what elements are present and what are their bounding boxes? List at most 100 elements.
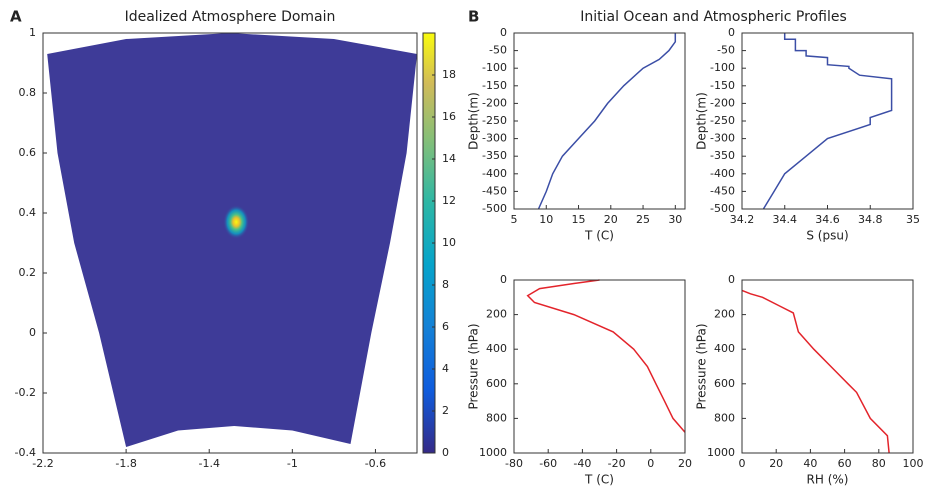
x-tick-label: -1 bbox=[287, 457, 298, 470]
x-tick-label: -40 bbox=[573, 457, 591, 470]
y-tick-label: 0 bbox=[728, 26, 735, 39]
y-tick-label: -500 bbox=[710, 202, 735, 215]
y-tick-label: -100 bbox=[482, 61, 507, 74]
y-tick-label: 600 bbox=[486, 377, 507, 390]
x-axis-label: T (C) bbox=[584, 229, 614, 243]
y-tick-label: 1000 bbox=[707, 446, 735, 459]
y-axis-label: Pressure (hPa) bbox=[695, 323, 709, 409]
colorbar-tick-label: 8 bbox=[442, 278, 449, 291]
axes-frame bbox=[513, 279, 686, 454]
x-tick-label: 30 bbox=[668, 213, 682, 226]
y-tick-label: -150 bbox=[710, 79, 735, 92]
x-tick-label: -2.2 bbox=[32, 457, 53, 470]
x-tick-label: 15 bbox=[572, 213, 586, 226]
y-tick-label: 1000 bbox=[479, 446, 507, 459]
y-tick-label: 0.6 bbox=[19, 146, 37, 159]
y-axis-label: Depth(m) bbox=[695, 92, 709, 150]
y-tick-label: 0 bbox=[500, 273, 507, 286]
x-tick-label: 60 bbox=[838, 457, 852, 470]
x-tick-label: -1.8 bbox=[115, 457, 136, 470]
y-tick-label: 0 bbox=[728, 273, 735, 286]
y-tick-label: -0.2 bbox=[15, 386, 36, 399]
colorbar-tick-label: 6 bbox=[442, 320, 449, 333]
y-tick-label: -300 bbox=[710, 132, 735, 145]
x-tick-label: 100 bbox=[903, 457, 924, 470]
axes-frame bbox=[741, 279, 914, 454]
x-tick-label: 20 bbox=[678, 457, 692, 470]
colorbar-tick-label: 16 bbox=[442, 110, 456, 123]
chart-title: Idealized Atmosphere Domain bbox=[125, 9, 336, 25]
x-axis-label: RH (%) bbox=[807, 473, 849, 487]
y-tick-label: 0 bbox=[29, 326, 36, 339]
x-tick-label: 20 bbox=[769, 457, 783, 470]
panel-label: B bbox=[468, 8, 479, 26]
x-tick-label: -20 bbox=[608, 457, 626, 470]
y-tick-label: -200 bbox=[482, 96, 507, 109]
x-tick-label: 0 bbox=[739, 457, 746, 470]
x-tick-label: 10 bbox=[539, 213, 553, 226]
colorbar-tick-label: 0 bbox=[442, 446, 449, 459]
y-tick-label: 400 bbox=[714, 342, 735, 355]
y-tick-label: 400 bbox=[486, 342, 507, 355]
x-tick-label: 34.8 bbox=[858, 213, 883, 226]
y-tick-label: -300 bbox=[482, 132, 507, 145]
x-tick-label: 34.4 bbox=[773, 213, 798, 226]
y-tick-label: -400 bbox=[482, 167, 507, 180]
y-tick-label: -350 bbox=[710, 149, 735, 162]
colorbar-tick-label: 18 bbox=[442, 68, 456, 81]
y-tick-label: 200 bbox=[714, 308, 735, 321]
x-axis-label: T (C) bbox=[584, 473, 614, 487]
x-tick-label: 34.6 bbox=[815, 213, 840, 226]
axes-frame bbox=[42, 32, 418, 454]
y-tick-label: 600 bbox=[714, 377, 735, 390]
y-tick-label: -350 bbox=[482, 149, 507, 162]
x-tick-label: 40 bbox=[803, 457, 817, 470]
x-tick-label: -80 bbox=[505, 457, 523, 470]
y-tick-label: 0 bbox=[500, 26, 507, 39]
x-axis-label: S (psu) bbox=[806, 229, 848, 243]
y-tick-label: -250 bbox=[482, 114, 507, 127]
x-tick-label: -0.6 bbox=[365, 457, 386, 470]
colorbar-tick-label: 10 bbox=[442, 236, 456, 249]
chart-title: Initial Ocean and Atmospheric Profiles bbox=[580, 9, 847, 25]
y-tick-label: -450 bbox=[482, 184, 507, 197]
y-tick-label: -250 bbox=[710, 114, 735, 127]
domain bbox=[47, 33, 417, 447]
y-tick-label: -200 bbox=[710, 96, 735, 109]
y-tick-label: 0.8 bbox=[19, 86, 37, 99]
y-tick-label: -150 bbox=[482, 79, 507, 92]
x-tick-label: 80 bbox=[872, 457, 886, 470]
x-tick-label: 20 bbox=[604, 213, 618, 226]
profile-line bbox=[762, 33, 893, 210]
profile-line bbox=[526, 279, 686, 433]
x-tick-label: 35 bbox=[906, 213, 920, 226]
y-tick-label: 200 bbox=[486, 308, 507, 321]
y-tick-label: -450 bbox=[710, 184, 735, 197]
peak bbox=[223, 205, 250, 239]
y-axis-label: Pressure (hPa) bbox=[467, 323, 481, 409]
y-axis-label: Depth(m) bbox=[467, 92, 481, 150]
x-tick-label: -60 bbox=[539, 457, 557, 470]
x-tick-label: 34.2 bbox=[730, 213, 755, 226]
y-tick-label: -50 bbox=[717, 44, 735, 57]
x-tick-label: -1.4 bbox=[198, 457, 219, 470]
y-tick-label: 0.4 bbox=[19, 206, 37, 219]
y-tick-label: 800 bbox=[714, 411, 735, 424]
y-tick-label: 0.2 bbox=[19, 266, 37, 279]
profile-line bbox=[537, 33, 677, 210]
y-tick-label: -500 bbox=[482, 202, 507, 215]
colorbar-tick-label: 14 bbox=[442, 152, 456, 165]
y-tick-label: 800 bbox=[486, 411, 507, 424]
colorbar-tick-label: 12 bbox=[442, 194, 456, 207]
y-tick-label: -100 bbox=[710, 61, 735, 74]
colorbar-tick-label: 2 bbox=[442, 404, 449, 417]
panel-label: A bbox=[10, 8, 22, 26]
y-tick-label: -0.4 bbox=[15, 446, 36, 459]
colorbar-tick-label: 4 bbox=[442, 362, 449, 375]
x-tick-label: 5 bbox=[511, 213, 518, 226]
x-tick-label: 25 bbox=[636, 213, 650, 226]
profile-line bbox=[741, 289, 890, 454]
y-tick-label: 1 bbox=[29, 26, 36, 39]
y-tick-label: -400 bbox=[710, 167, 735, 180]
